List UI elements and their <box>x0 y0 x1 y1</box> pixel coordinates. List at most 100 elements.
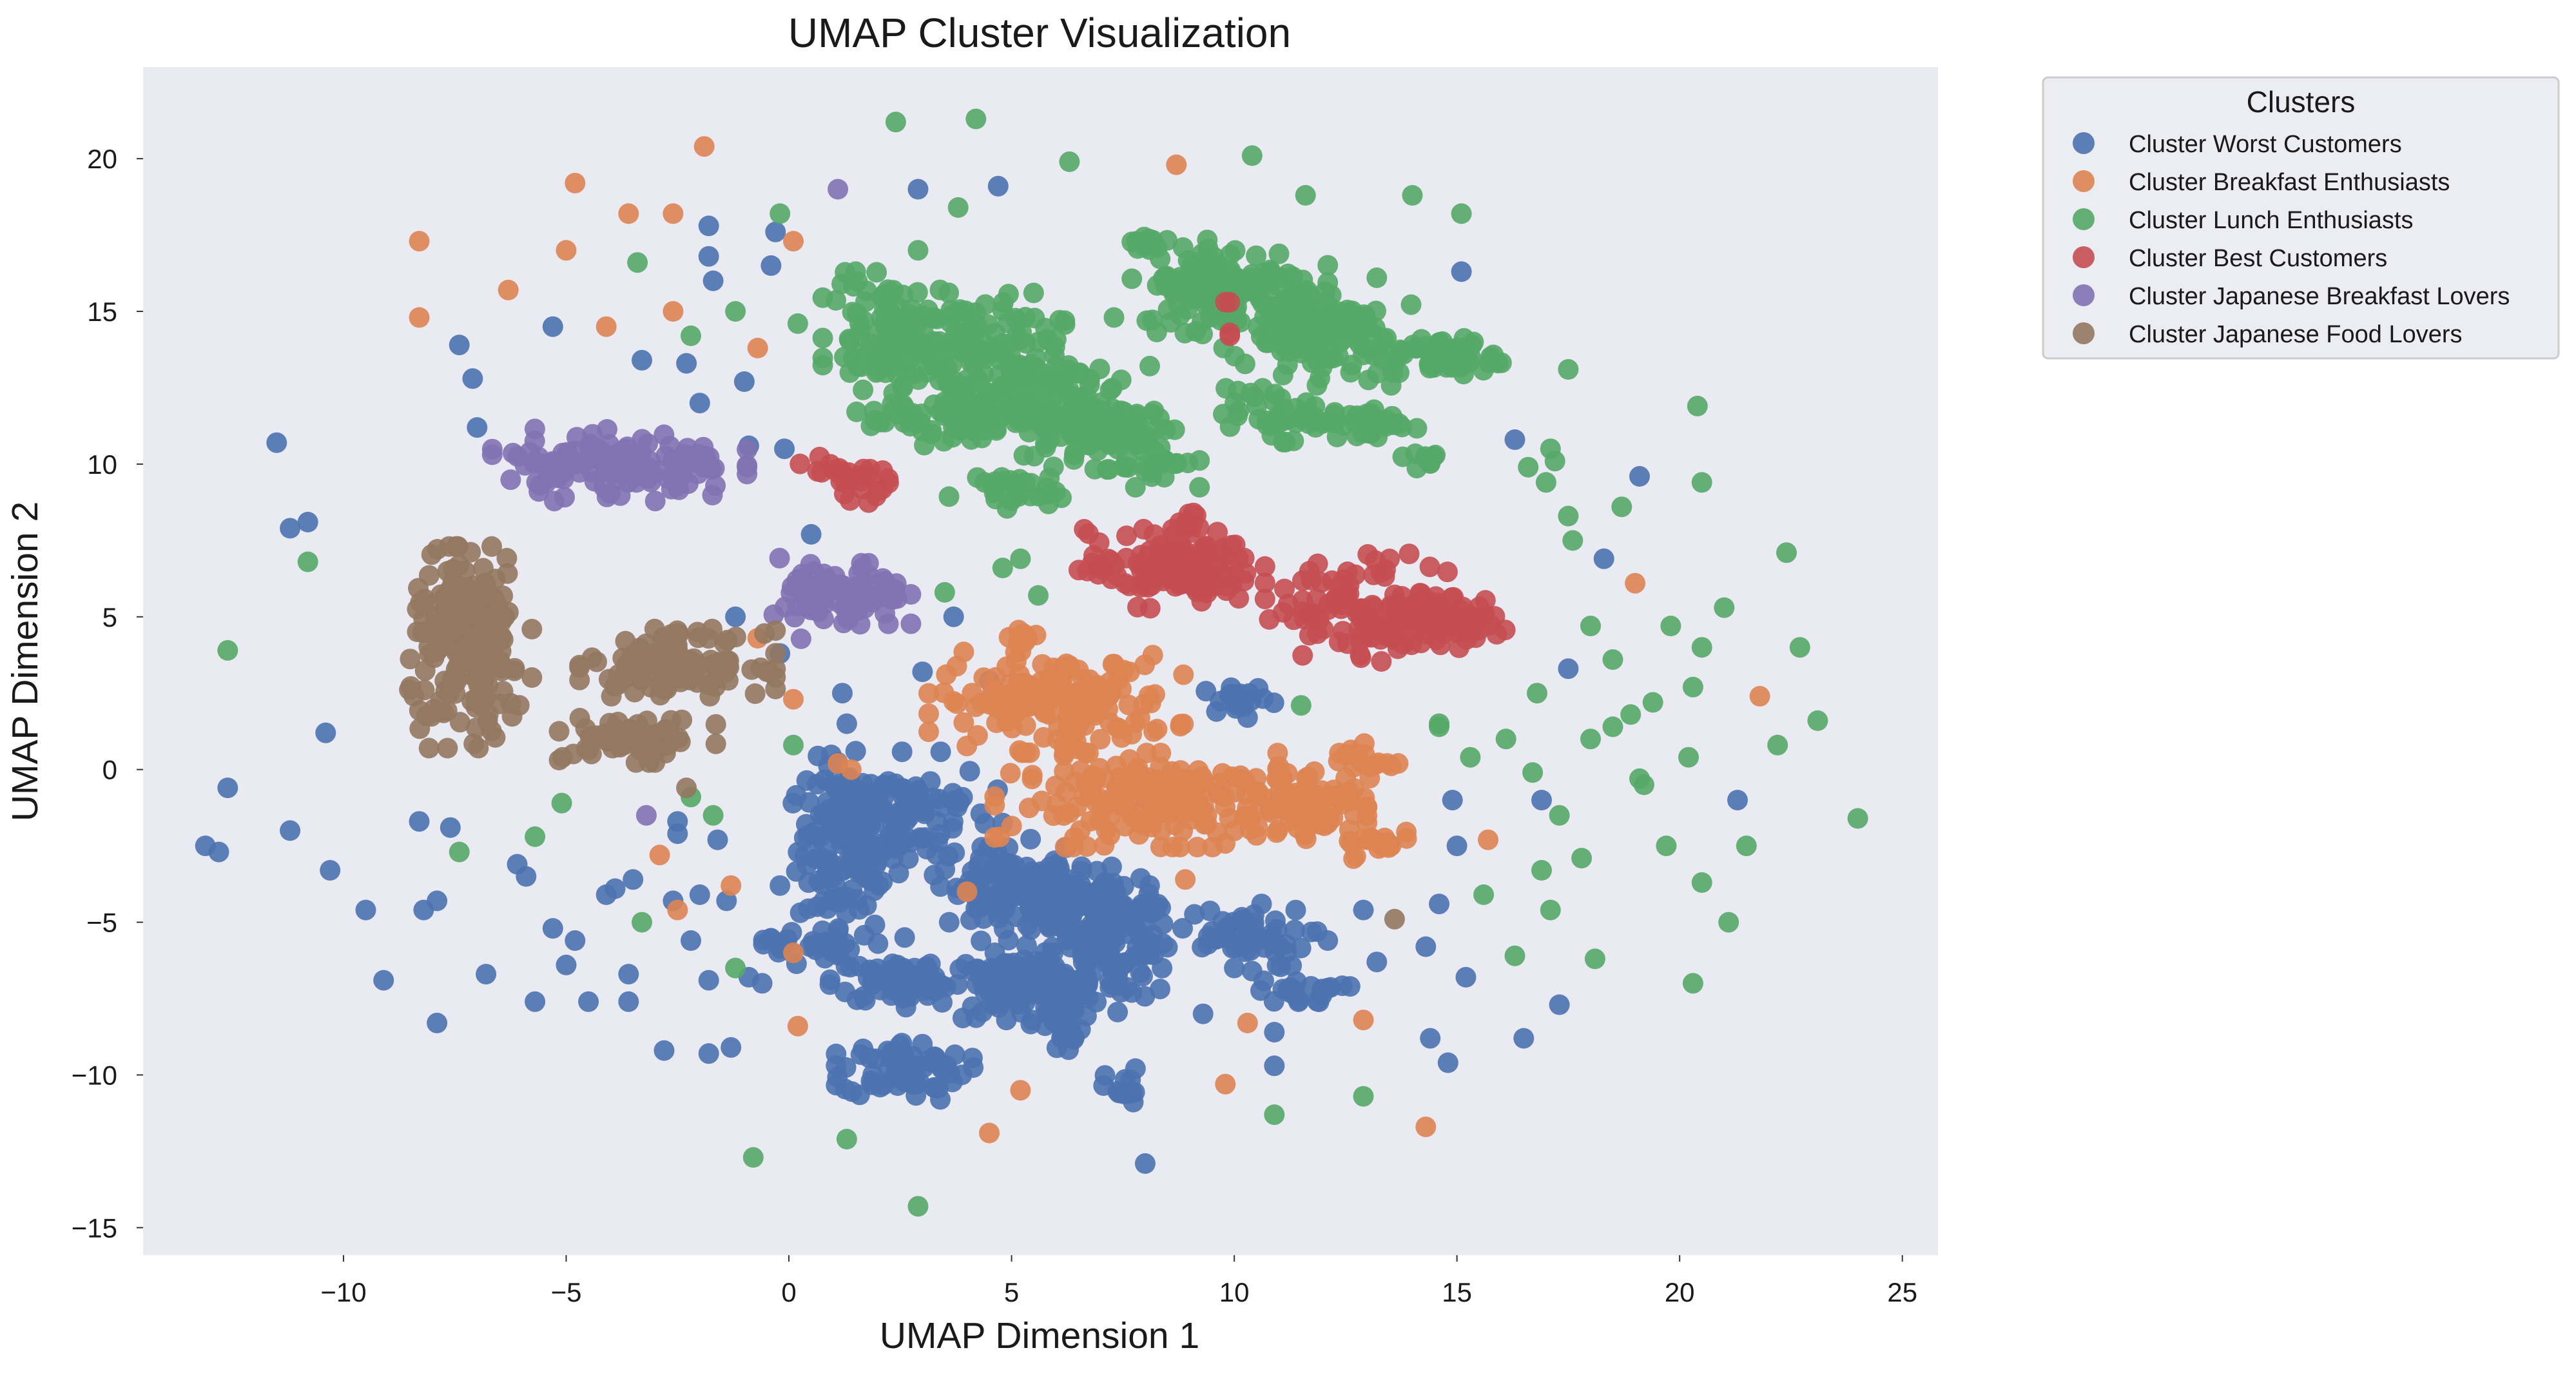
data-point <box>1386 618 1408 640</box>
data-point <box>437 561 458 582</box>
data-point <box>1020 678 1041 699</box>
data-point <box>1295 185 1316 206</box>
data-point <box>475 576 496 598</box>
data-point <box>933 359 954 380</box>
data-point <box>605 878 626 899</box>
data-point <box>1350 630 1371 652</box>
data-point <box>1070 820 1091 841</box>
data-point <box>958 408 980 429</box>
data-point <box>930 876 951 897</box>
data-point <box>800 554 821 575</box>
data-point <box>770 203 791 224</box>
data-point <box>817 792 838 813</box>
data-point <box>1263 692 1284 714</box>
data-point <box>1580 616 1601 636</box>
legend-marker <box>2073 322 2095 344</box>
data-point <box>860 1070 882 1091</box>
data-point <box>416 705 437 727</box>
data-point <box>616 655 637 676</box>
legend-marker <box>2073 132 2095 154</box>
data-point <box>1099 825 1121 846</box>
data-point <box>765 678 786 699</box>
data-point <box>1168 294 1189 315</box>
data-point <box>1121 982 1143 1003</box>
data-point <box>1194 797 1215 818</box>
data-point <box>1056 906 1077 927</box>
data-point <box>623 869 644 890</box>
data-point <box>1147 719 1168 739</box>
data-point <box>701 459 722 480</box>
y-axis-ticks: −15 −10 −5 0 5 10 15 20 <box>72 144 143 1243</box>
data-point <box>808 590 829 610</box>
data-point <box>1264 1022 1285 1043</box>
data-point <box>812 355 833 376</box>
data-point <box>916 362 938 383</box>
data-point <box>751 973 773 994</box>
data-point <box>893 319 915 340</box>
data-point <box>434 670 456 692</box>
data-point <box>855 291 876 312</box>
data-point <box>612 443 633 464</box>
data-point <box>962 1048 983 1069</box>
data-point <box>702 618 722 640</box>
data-point <box>463 733 485 754</box>
data-point <box>1094 1065 1116 1086</box>
data-point <box>1522 762 1544 783</box>
data-point <box>782 792 804 814</box>
data-point <box>954 335 975 356</box>
data-point <box>698 970 719 991</box>
data-point <box>1776 542 1797 563</box>
data-point <box>1221 552 1242 573</box>
data-point <box>1420 1028 1441 1049</box>
data-point <box>400 649 421 670</box>
data-point <box>1170 716 1191 737</box>
data-point <box>1244 904 1264 925</box>
data-point <box>1127 937 1148 958</box>
data-point <box>428 638 449 659</box>
data-point <box>1463 331 1484 353</box>
data-point <box>525 826 546 847</box>
data-point <box>1043 658 1064 678</box>
data-point <box>1642 692 1663 713</box>
data-point <box>845 261 866 282</box>
data-point <box>427 890 448 912</box>
data-point <box>1384 908 1405 930</box>
data-point <box>1396 828 1417 849</box>
data-point <box>1028 585 1049 606</box>
data-point <box>1172 237 1194 258</box>
data-point <box>1246 245 1267 266</box>
legend-label: Cluster Japanese Breakfast Lovers <box>2129 283 2510 310</box>
data-point <box>1495 620 1516 641</box>
data-point <box>938 486 960 507</box>
data-point <box>1371 651 1392 672</box>
data-point <box>1272 601 1293 623</box>
data-point <box>1023 445 1045 467</box>
data-point <box>1364 317 1386 338</box>
data-point <box>1267 819 1288 841</box>
data-point <box>528 481 550 502</box>
data-point <box>1328 346 1349 367</box>
data-point <box>1354 744 1375 765</box>
data-point <box>1103 307 1125 328</box>
data-point <box>1207 522 1228 543</box>
data-point <box>663 467 684 488</box>
data-point <box>503 442 523 464</box>
data-point <box>742 1147 764 1168</box>
data-point <box>1076 836 1098 857</box>
data-point <box>867 933 889 954</box>
data-point <box>1504 945 1525 966</box>
data-point <box>827 823 847 845</box>
data-point <box>800 523 822 545</box>
data-point <box>1039 429 1060 450</box>
data-point <box>1010 1080 1031 1101</box>
data-point <box>1292 645 1313 666</box>
data-point <box>644 491 666 512</box>
data-point <box>783 734 804 756</box>
data-point <box>1220 260 1241 281</box>
data-point <box>783 231 804 252</box>
data-point <box>796 770 817 791</box>
x-tick-label: 5 <box>1004 1277 1019 1307</box>
data-point <box>1437 1052 1458 1073</box>
data-point <box>1036 393 1057 415</box>
data-point <box>449 841 470 863</box>
